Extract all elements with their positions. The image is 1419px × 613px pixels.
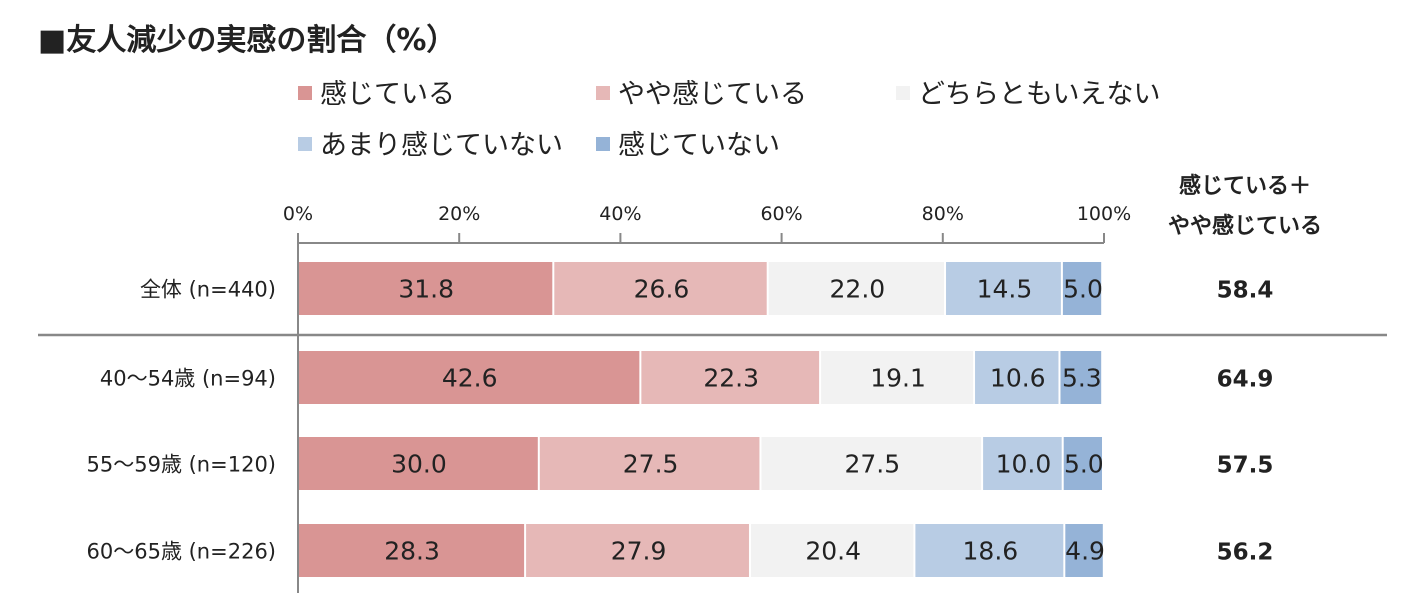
- legend-label: 感じていない: [618, 130, 780, 161]
- bar-value-label: 27.9: [611, 537, 667, 566]
- summary-value: 57.5: [1217, 453, 1274, 479]
- bar-segment: [641, 351, 820, 404]
- legend-label: どちらともいえない: [918, 79, 1160, 110]
- bar-value-label: 27.5: [844, 450, 900, 479]
- bar-value-label: 28.3: [384, 537, 440, 566]
- bar-value-label: 10.6: [990, 364, 1046, 393]
- bar-segment: [750, 524, 914, 577]
- category-label: 全体 (n=440): [140, 278, 276, 302]
- bar-segment: [975, 351, 1059, 404]
- summary-header-line1: 感じている＋: [1179, 173, 1311, 199]
- category-label: 40～54歳 (n=94): [100, 367, 276, 391]
- x-tick-label: 60%: [760, 203, 802, 225]
- bar-value-label: 5.0: [1063, 275, 1103, 304]
- bar-value-label: 5.3: [1062, 364, 1102, 393]
- bar-segment: [298, 262, 553, 315]
- bar-value-label: 31.8: [398, 275, 454, 304]
- x-tick-label: 0%: [283, 203, 313, 225]
- x-axis: 0% 20% 40% 60% 80% 100%: [283, 203, 1131, 244]
- bar-segment: [1062, 262, 1102, 315]
- bar-segment: [554, 262, 767, 315]
- bar-segment: [768, 262, 945, 315]
- bar-segment: [983, 437, 1062, 490]
- bar-segment: [1063, 437, 1102, 490]
- x-tick-label: 100%: [1077, 203, 1131, 225]
- chart-title: ■友人減少の実感の割合（%）: [38, 23, 456, 58]
- bar-value-label: 27.5: [623, 450, 679, 479]
- bar-value-label: 26.6: [634, 275, 690, 304]
- bar-value-label: 10.0: [996, 450, 1052, 479]
- bar-value-label: 19.1: [870, 364, 926, 393]
- bar-value-label: 14.5: [977, 275, 1033, 304]
- legend-label: 感じている: [320, 79, 455, 110]
- bar-value-label: 18.6: [963, 537, 1019, 566]
- bar-value-label: 4.9: [1065, 537, 1105, 566]
- bar-value-label: 22.3: [703, 364, 759, 393]
- bar-segment: [1065, 524, 1103, 577]
- bar-segment: [526, 524, 749, 577]
- summary-value: 58.4: [1217, 278, 1274, 304]
- bars: 全体 (n=440) 31.8 26.6 22.0 14.5 5.0 58.4 40～54歳 …: [87, 262, 1274, 577]
- legend-swatch: [298, 86, 312, 100]
- legend-swatch: [596, 137, 610, 151]
- bar-segment: [298, 524, 525, 577]
- bar-value-label: 22.0: [830, 275, 886, 304]
- legend-label: やや感じている: [618, 79, 807, 110]
- category-label: 60～65歳 (n=226): [87, 540, 277, 564]
- bar-segment: [821, 351, 974, 404]
- bar-value-label: 20.4: [805, 537, 861, 566]
- summary-header-line2: やや感じている: [1168, 213, 1322, 239]
- legend-swatch: [596, 86, 610, 100]
- legend-label: あまり感じていない: [320, 130, 563, 161]
- bar-value-label: 42.6: [442, 364, 498, 393]
- bar-segment: [946, 262, 1061, 315]
- bar-segment: [539, 437, 760, 490]
- bar-segment: [298, 351, 640, 404]
- summary-value: 64.9: [1217, 367, 1274, 393]
- x-tick-label: 80%: [922, 203, 964, 225]
- x-tick-label: 20%: [438, 203, 480, 225]
- bar-value-label: 30.0: [391, 450, 447, 479]
- bar-value-label: 5.0: [1064, 450, 1104, 479]
- category-label: 55～59歳 (n=120): [87, 453, 277, 477]
- bar-segment: [915, 524, 1064, 577]
- x-tick-label: 40%: [599, 203, 641, 225]
- bar-segment: [1060, 351, 1102, 404]
- legend-swatch: [298, 137, 312, 151]
- bar-segment: [298, 437, 538, 490]
- bar-segment: [761, 437, 982, 490]
- legend-swatch: [896, 86, 910, 100]
- summary-value: 56.2: [1217, 540, 1274, 566]
